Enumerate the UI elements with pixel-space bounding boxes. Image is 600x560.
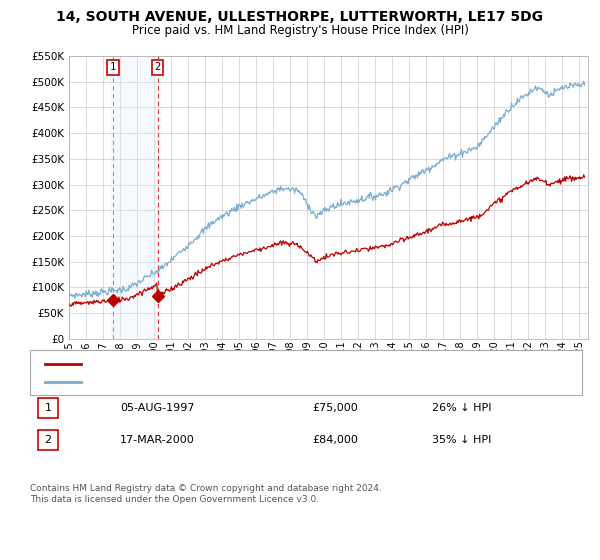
Text: Contains HM Land Registry data © Crown copyright and database right 2024.
This d: Contains HM Land Registry data © Crown c… bbox=[30, 484, 382, 504]
Text: 14, SOUTH AVENUE, ULLESTHORPE, LUTTERWORTH, LE17 5DG (detached house): 14, SOUTH AVENUE, ULLESTHORPE, LUTTERWOR… bbox=[90, 360, 509, 370]
Text: 1: 1 bbox=[44, 403, 52, 413]
Text: 14, SOUTH AVENUE, ULLESTHORPE, LUTTERWORTH, LE17 5DG: 14, SOUTH AVENUE, ULLESTHORPE, LUTTERWOR… bbox=[56, 10, 544, 24]
Text: Price paid vs. HM Land Registry's House Price Index (HPI): Price paid vs. HM Land Registry's House … bbox=[131, 24, 469, 36]
Text: 05-AUG-1997: 05-AUG-1997 bbox=[120, 403, 194, 413]
Bar bbox=[111, 56, 160, 339]
Text: HPI: Average price, detached house, Harborough: HPI: Average price, detached house, Harb… bbox=[90, 377, 345, 388]
Text: £75,000: £75,000 bbox=[312, 403, 358, 413]
Text: 2: 2 bbox=[155, 62, 161, 72]
Text: 26% ↓ HPI: 26% ↓ HPI bbox=[432, 403, 491, 413]
Text: 17-MAR-2000: 17-MAR-2000 bbox=[120, 435, 195, 445]
Text: 35% ↓ HPI: 35% ↓ HPI bbox=[432, 435, 491, 445]
Text: £84,000: £84,000 bbox=[312, 435, 358, 445]
Text: 1: 1 bbox=[110, 62, 116, 72]
Text: 2: 2 bbox=[44, 435, 52, 445]
